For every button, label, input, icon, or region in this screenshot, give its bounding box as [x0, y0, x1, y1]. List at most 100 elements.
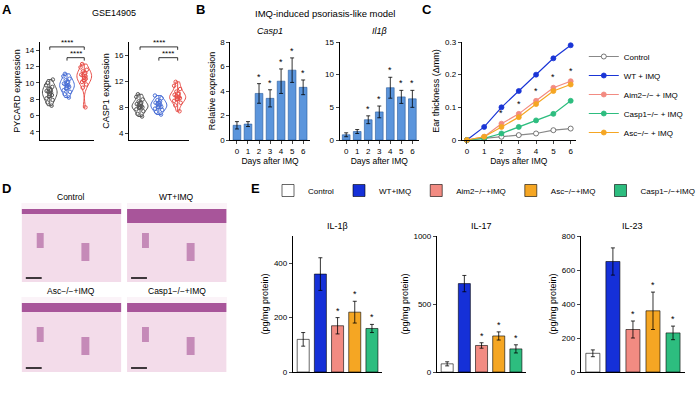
svg-text:3: 3 — [517, 147, 522, 156]
svg-text:*: * — [268, 78, 272, 88]
svg-text:Days after IMQ: Days after IMQ — [351, 156, 409, 166]
svg-text:15: 15 — [325, 38, 334, 47]
svg-text:4: 4 — [388, 147, 393, 156]
svg-text:Control: Control — [308, 187, 334, 196]
svg-text:****: **** — [70, 49, 82, 58]
svg-text:1: 1 — [246, 147, 251, 156]
svg-text:2: 2 — [366, 147, 371, 156]
svg-text:1000: 1000 — [413, 232, 431, 241]
svg-text:1: 1 — [482, 147, 487, 156]
svg-text:WT + IMQ: WT + IMQ — [624, 72, 661, 81]
svg-text:Asc−/−+IMQ: Asc−/−+IMQ — [47, 286, 95, 296]
svg-text:0: 0 — [235, 147, 240, 156]
svg-text:*: * — [517, 99, 521, 109]
svg-text:16: 16 — [115, 51, 124, 60]
svg-text:0: 0 — [571, 368, 576, 377]
svg-text:*: * — [410, 78, 414, 88]
svg-text:C: C — [422, 2, 432, 17]
svg-text:****: **** — [153, 38, 165, 47]
svg-text:Relative expression: Relative expression — [207, 52, 217, 131]
svg-text:6: 6 — [220, 62, 225, 71]
svg-text:4: 4 — [534, 147, 539, 156]
svg-text:6: 6 — [301, 147, 306, 156]
svg-text:14: 14 — [25, 46, 34, 55]
svg-text:*: * — [370, 312, 374, 322]
svg-text:4: 4 — [279, 147, 284, 156]
svg-text:Control: Control — [57, 192, 85, 202]
svg-text:12: 12 — [25, 62, 34, 71]
svg-text:*: * — [399, 78, 403, 88]
svg-text:5: 5 — [330, 103, 335, 112]
svg-text:1: 1 — [355, 147, 360, 156]
svg-text:WT+IMQ: WT+IMQ — [159, 192, 194, 202]
svg-text:E: E — [251, 181, 260, 196]
svg-text:Control: Control — [624, 53, 650, 62]
svg-text:0: 0 — [283, 368, 288, 377]
svg-text:*: * — [569, 66, 573, 76]
svg-text:*: * — [279, 57, 283, 67]
svg-text:CASP1 expression: CASP1 expression — [101, 53, 111, 129]
svg-text:*: * — [551, 72, 555, 82]
svg-text:(pg/mg protein): (pg/mg protein) — [548, 273, 558, 334]
svg-text:0.3: 0.3 — [445, 38, 457, 47]
svg-text:6: 6 — [410, 147, 415, 156]
svg-text:200: 200 — [274, 313, 288, 322]
svg-text:(pg/mg protein): (pg/mg protein) — [260, 273, 270, 334]
svg-text:3: 3 — [268, 147, 273, 156]
svg-text:PYCARD expression: PYCARD expression — [12, 49, 22, 133]
svg-text:Aim2−/− + IMQ: Aim2−/− + IMQ — [624, 91, 678, 100]
svg-text:*: * — [257, 72, 261, 82]
svg-text:*: * — [631, 309, 635, 319]
svg-text:400: 400 — [562, 300, 576, 309]
svg-text:0: 0 — [330, 136, 335, 145]
svg-text:*: * — [377, 94, 381, 104]
svg-text:Ear thickness (Δmm): Ear thickness (Δmm) — [431, 49, 441, 133]
svg-text:*: * — [651, 280, 655, 290]
svg-text:*: * — [671, 314, 675, 324]
svg-text:*: * — [353, 289, 357, 299]
svg-text:0.1: 0.1 — [445, 103, 457, 112]
svg-text:5: 5 — [290, 147, 295, 156]
svg-text:6: 6 — [568, 147, 573, 156]
svg-text:D: D — [2, 181, 11, 196]
svg-text:10: 10 — [25, 79, 34, 88]
svg-text:*: * — [301, 68, 305, 78]
svg-text:0: 0 — [465, 147, 470, 156]
svg-text:Days after IMQ: Days after IMQ — [241, 156, 299, 166]
svg-text:4: 4 — [30, 128, 35, 137]
svg-text:Casp1−/− + IMQ: Casp1−/− + IMQ — [624, 110, 683, 119]
svg-text:4: 4 — [119, 129, 124, 138]
svg-text:WT+IMQ: WT+IMQ — [379, 187, 411, 196]
svg-text:*: * — [290, 46, 294, 56]
svg-text:*: * — [534, 86, 538, 96]
svg-text:IL-23: IL-23 — [622, 221, 643, 231]
svg-text:*: * — [480, 331, 484, 341]
svg-text:*: * — [499, 108, 503, 118]
svg-text:****: **** — [61, 38, 73, 47]
svg-text:A: A — [2, 2, 12, 17]
svg-text:*: * — [366, 104, 370, 114]
svg-text:Asc−/− + IMQ: Asc−/− + IMQ — [624, 129, 673, 138]
svg-text:Casp1−/−+IMQ: Casp1−/−+IMQ — [148, 286, 206, 296]
svg-text:8: 8 — [30, 95, 35, 104]
svg-text:Asc−/−+IMQ: Asc−/−+IMQ — [551, 187, 596, 196]
svg-text:0: 0 — [452, 136, 457, 145]
svg-text:500: 500 — [418, 300, 432, 309]
svg-text:10: 10 — [325, 70, 334, 79]
svg-text:*: * — [497, 320, 501, 330]
svg-text:IMQ-induced psoriasis-like mod: IMQ-induced psoriasis-like model — [255, 8, 395, 19]
svg-text:2: 2 — [499, 147, 504, 156]
svg-text:*: * — [388, 65, 392, 75]
svg-text:0: 0 — [427, 368, 432, 377]
svg-text:8: 8 — [220, 38, 225, 47]
svg-text:6: 6 — [30, 111, 35, 120]
svg-text:5: 5 — [551, 147, 556, 156]
svg-text:600: 600 — [562, 266, 576, 275]
svg-text:0: 0 — [344, 147, 349, 156]
svg-text:0.2: 0.2 — [445, 70, 457, 79]
svg-text:Days after IMQ: Days after IMQ — [490, 156, 548, 166]
svg-text:IL-17: IL-17 — [471, 221, 492, 231]
svg-text:(pg/mg protein): (pg/mg protein) — [400, 273, 410, 334]
svg-text:IL-1β: IL-1β — [327, 221, 348, 231]
svg-text:GSE14905: GSE14905 — [92, 8, 136, 18]
